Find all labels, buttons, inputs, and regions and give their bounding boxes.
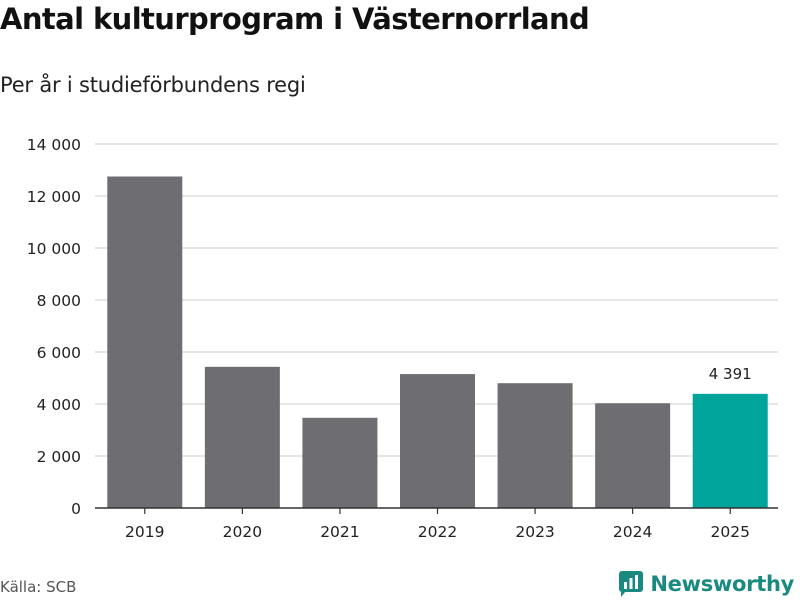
chart-subtitle: Per år i studieförbundens regi <box>0 73 306 97</box>
brand-logo: Newsworthy <box>618 570 794 598</box>
x-tick-label: 2023 <box>515 523 554 541</box>
bar <box>302 417 378 508</box>
y-tick-label: 8 000 <box>37 292 81 310</box>
y-tick-label: 10 000 <box>27 240 81 258</box>
chart-title: Antal kulturprogram i Västernorrland <box>0 2 590 36</box>
y-tick-label: 2 000 <box>37 448 81 466</box>
bar <box>204 366 280 508</box>
y-tick-label: 0 <box>71 500 81 518</box>
bar <box>400 374 475 508</box>
x-tick-label: 2020 <box>223 523 262 541</box>
x-tick-label: 2019 <box>125 523 164 541</box>
newsworthy-logo-icon <box>619 571 644 597</box>
x-tick-label: 2024 <box>613 523 652 541</box>
brand-name: Newsworthy <box>650 572 794 596</box>
x-tick-label: 2025 <box>710 523 749 541</box>
data-label: 4 391 <box>709 365 752 383</box>
bar <box>497 383 573 508</box>
y-tick-label: 14 000 <box>27 136 81 154</box>
y-tick-label: 4 000 <box>37 396 81 414</box>
y-tick-label: 12 000 <box>27 188 81 206</box>
y-tick-label: 6 000 <box>37 344 81 362</box>
bar <box>107 176 183 508</box>
source-note: Källa: SCB <box>0 578 77 596</box>
x-tick-label: 2021 <box>320 523 359 541</box>
bar <box>595 403 671 508</box>
x-tick-label: 2022 <box>418 523 457 541</box>
bar <box>692 393 768 508</box>
